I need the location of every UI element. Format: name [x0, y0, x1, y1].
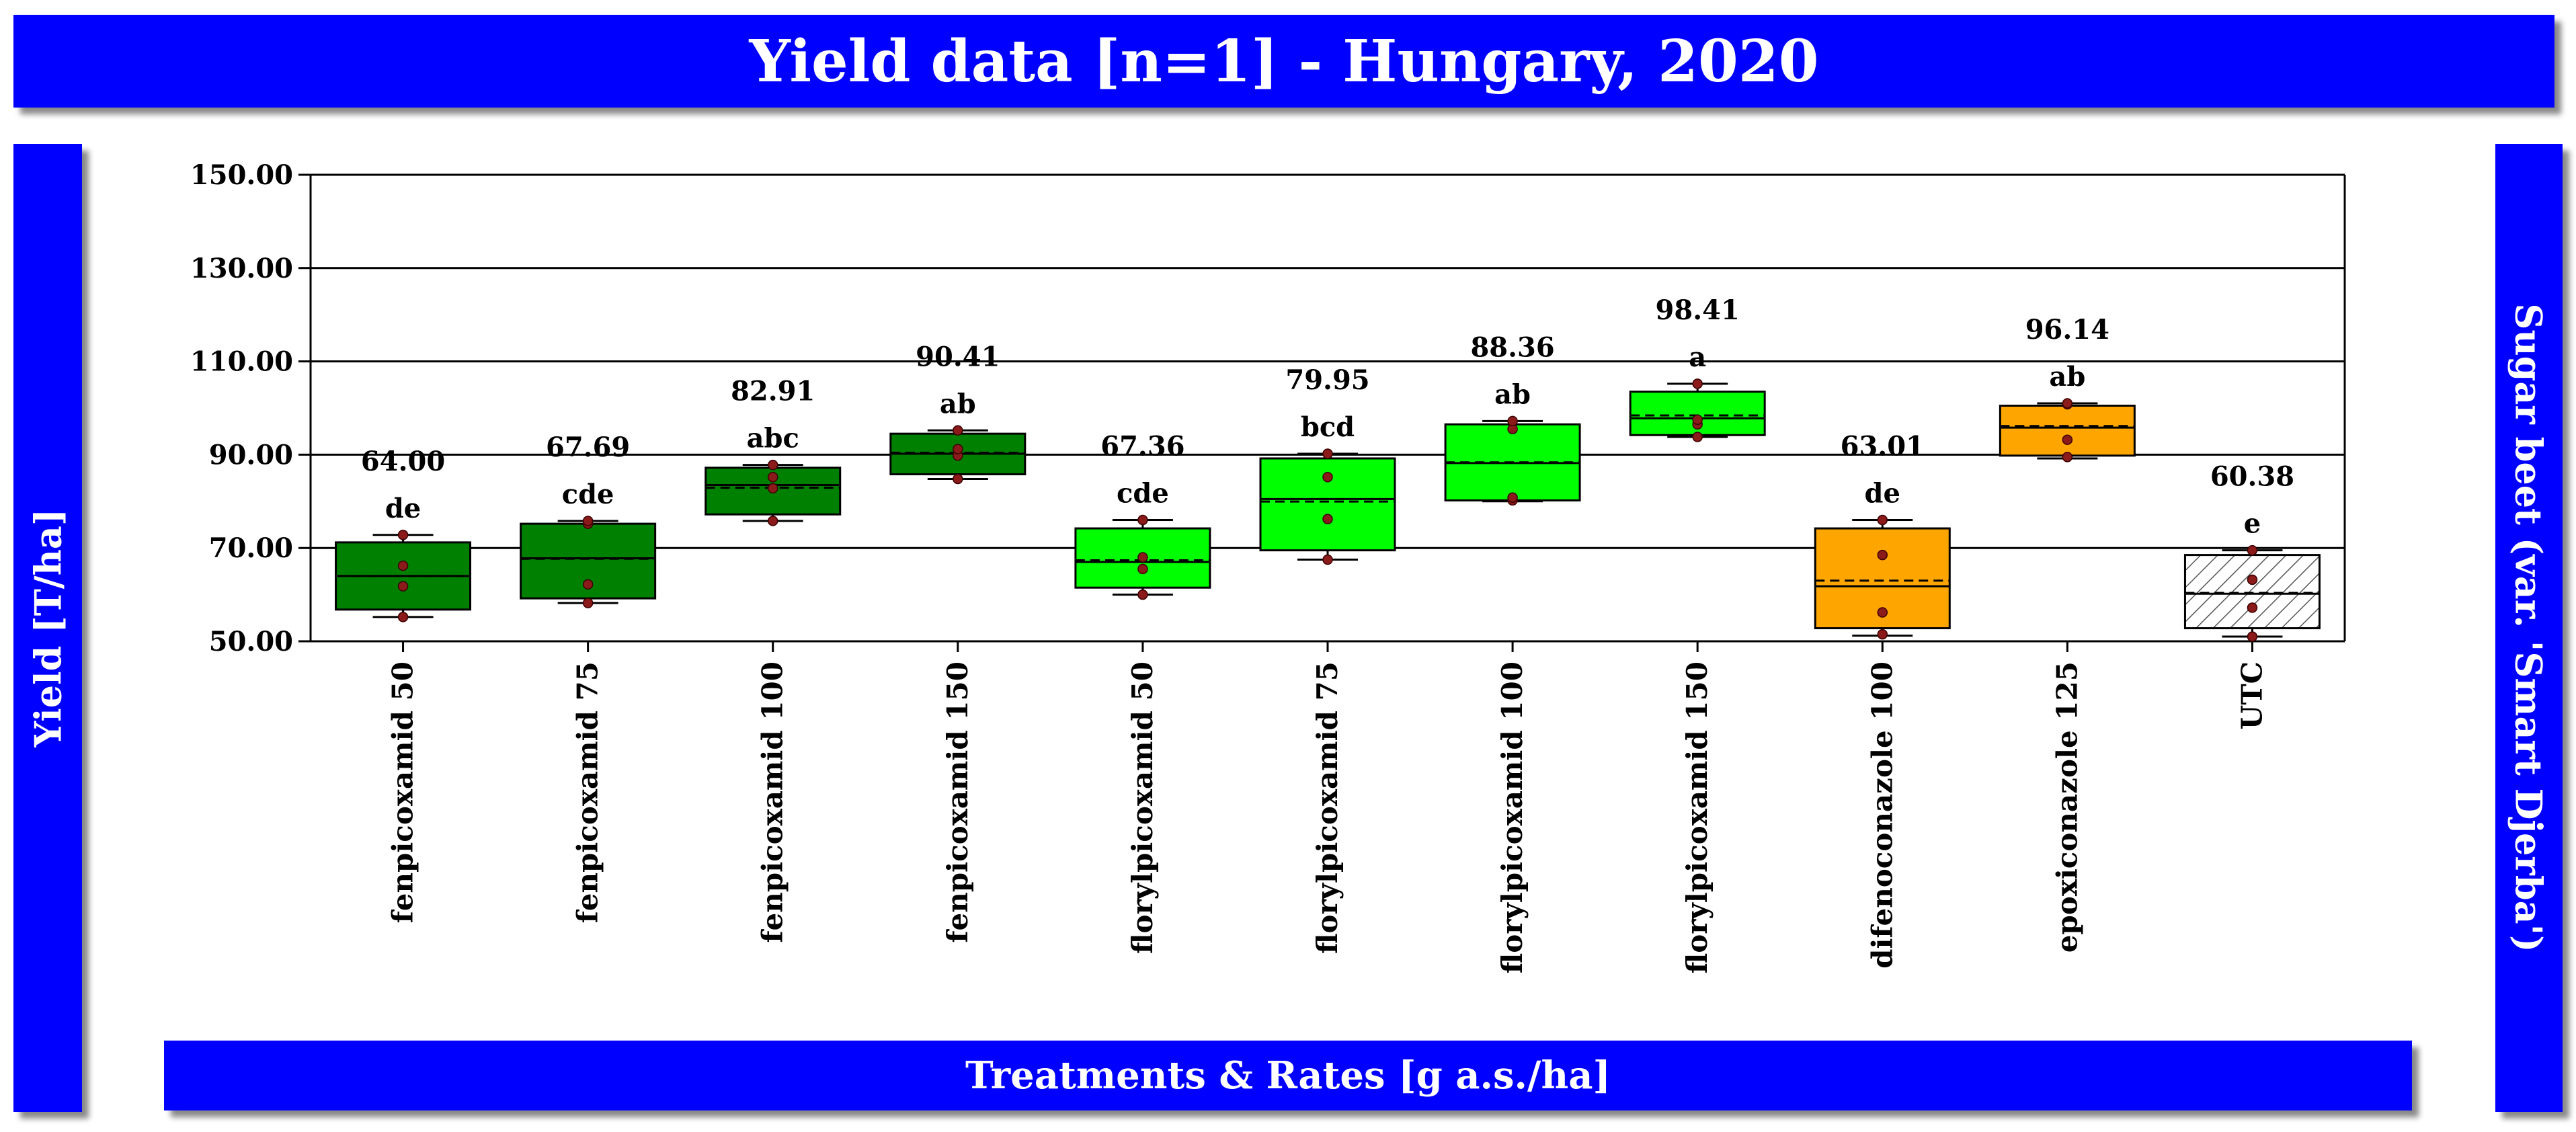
data-point: [1322, 554, 1333, 565]
data-point: [1692, 378, 1703, 389]
data-point: [1507, 415, 1518, 427]
significance-letter: a: [1689, 341, 1706, 373]
data-point: [1877, 514, 1888, 526]
x-tick-label: fenpicoxamid 50: [387, 661, 419, 923]
significance-letter: ab: [2049, 361, 2085, 393]
data-point: [2062, 434, 2073, 445]
data-point: [1137, 563, 1148, 575]
data-point: [2062, 398, 2073, 409]
data-point: [953, 444, 963, 454]
mean-value-label: 79.95: [1285, 364, 1369, 396]
data-point: [767, 471, 778, 483]
data-point: [1137, 589, 1148, 600]
mean-value-label: 88.36: [1470, 331, 1554, 363]
significance-letter: abc: [747, 423, 799, 454]
data-point: [1322, 471, 1333, 483]
data-point: [397, 612, 409, 622]
x-tick-label: epoxiconazole 125: [2050, 661, 2083, 953]
data-point: [767, 483, 778, 494]
data-point: [767, 459, 778, 471]
box-difenoconazole-100: [1814, 527, 1951, 630]
mean-value-label: 90.41: [916, 341, 1000, 372]
mean-value-label: 82.91: [731, 376, 815, 407]
significance-letter: bcd: [1301, 411, 1355, 443]
significance-letter: e: [2244, 508, 2261, 540]
x-tick-label: florylpicoxamid 100: [1496, 661, 1529, 973]
data-point: [1877, 607, 1888, 618]
y-tick-label: 150.00: [190, 159, 293, 191]
significance-letter: de: [1865, 478, 1900, 510]
box-epoxiconazole-125: [1999, 405, 2136, 457]
y-axis-label-banner: Yield [T/ha]: [13, 144, 82, 1112]
chart-title: Yield data [n=1] - Hungary, 2020: [13, 15, 2554, 108]
data-point: [953, 473, 963, 485]
y-tick-label: 70.00: [209, 532, 293, 564]
y-tick-label: 50.00: [209, 626, 293, 657]
mean-value-label: 60.38: [2210, 461, 2294, 493]
significance-letter: ab: [1494, 378, 1531, 410]
data-point: [582, 579, 594, 590]
data-point: [397, 581, 409, 592]
x-tick-label: UTC: [2235, 661, 2268, 729]
mean-value-label: 96.14: [2025, 314, 2109, 346]
y-tick-label: 90.00: [209, 439, 293, 471]
data-point: [1877, 549, 1888, 561]
data-point: [397, 560, 409, 571]
x-tick-label: fenpicoxamid 75: [571, 661, 604, 923]
mean-value-label: 98.41: [1656, 294, 1740, 326]
crop-label-banner: Sugar beet (var. 'Smart Djerba'): [2495, 144, 2563, 1112]
data-point: [2247, 544, 2258, 556]
significance-letter: cde: [1117, 478, 1169, 510]
box-utc: [2183, 554, 2321, 630]
x-tick-label: difenoconazole 100: [1865, 661, 1898, 969]
mean-value-label: 67.36: [1100, 431, 1184, 462]
data-point: [2247, 574, 2258, 585]
data-point: [1692, 432, 1703, 442]
data-point: [953, 425, 963, 436]
data-point: [1322, 448, 1333, 459]
x-tick-label: fenpicoxamid 100: [756, 661, 789, 943]
data-point: [582, 598, 594, 608]
data-point: [582, 516, 594, 526]
data-point: [767, 516, 778, 526]
significance-letter: de: [385, 493, 421, 524]
x-axis-label: Treatments & Rates [g a.s./ha]: [164, 1041, 2412, 1110]
x-tick-label: florylpicoxamid 150: [1681, 661, 1714, 973]
x-tick-label: fenpicoxamid 150: [941, 661, 974, 943]
data-point: [1322, 514, 1333, 524]
data-point: [2247, 631, 2258, 642]
data-point: [397, 530, 409, 540]
mean-value-label: 63.01: [1841, 431, 1925, 462]
data-point: [1137, 552, 1148, 563]
data-point: [2062, 452, 2073, 462]
y-tick-label: 110.00: [190, 346, 293, 378]
data-point: [2247, 602, 2258, 613]
significance-letter: ab: [940, 388, 976, 419]
mean-value-label: 64.00: [361, 446, 445, 477]
data-point: [1507, 492, 1518, 503]
y-tick-label: 130.00: [190, 253, 293, 284]
x-tick-label: florylpicoxamid 75: [1311, 661, 1344, 954]
data-point: [1877, 629, 1888, 640]
data-point: [1137, 514, 1148, 526]
significance-letter: cde: [562, 479, 614, 510]
x-tick-label: florylpicoxamid 50: [1126, 661, 1159, 954]
data-point: [1692, 414, 1703, 426]
mean-value-label: 67.69: [546, 432, 630, 463]
